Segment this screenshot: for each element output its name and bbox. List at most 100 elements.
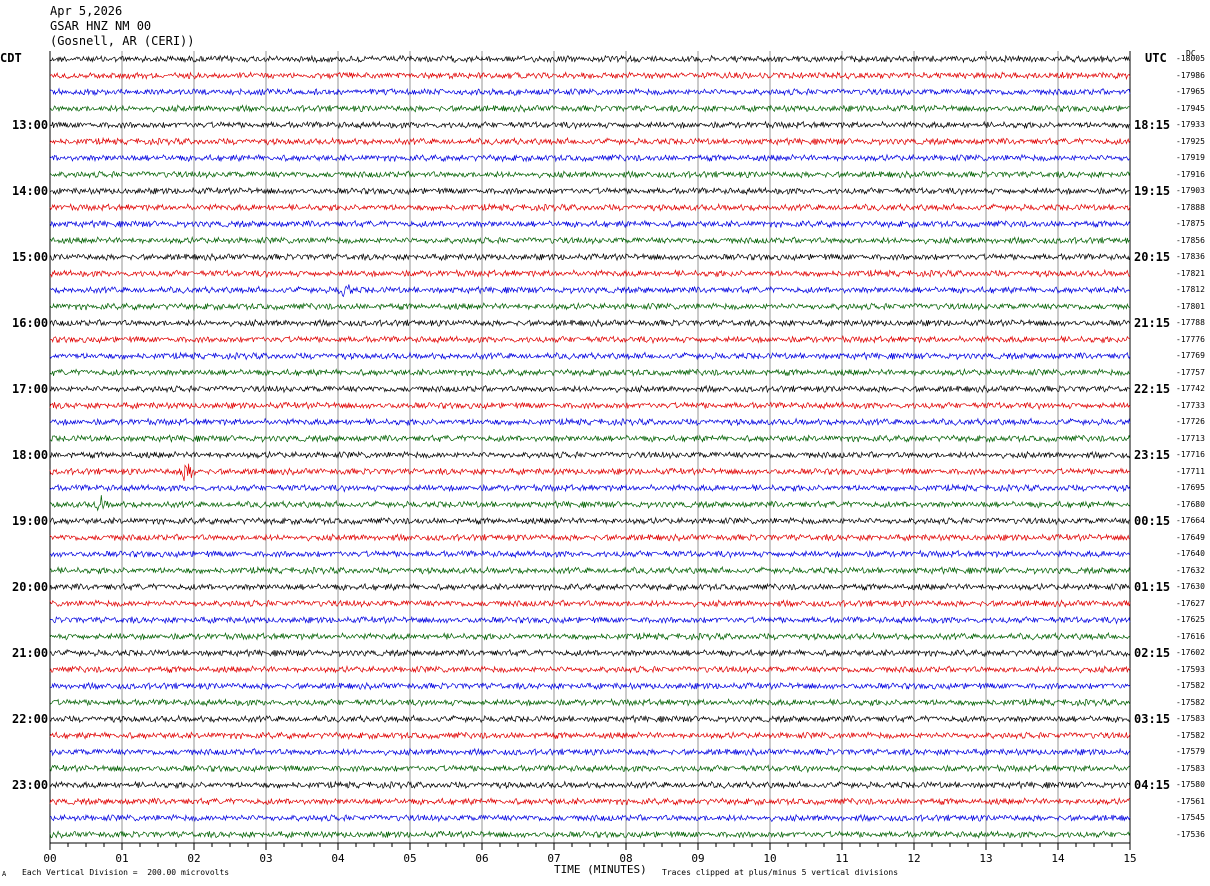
trace-row-10 — [49, 219, 1131, 229]
right-hour-label: 03:15 — [1134, 712, 1171, 726]
x-tick-label: 01 — [115, 852, 129, 865]
trace-row-32 — [49, 582, 1131, 592]
corner-mark: A — [2, 870, 7, 878]
dc-offset-label: -17812 — [1176, 285, 1205, 294]
x-tick-label: 03 — [259, 852, 273, 865]
time-axis — [49, 842, 1131, 850]
x-tick-label: 13 — [979, 852, 993, 865]
trace-row-37 — [49, 664, 1131, 674]
trace-row-35 — [49, 631, 1131, 641]
right-hour-label: 22:15 — [1134, 382, 1171, 396]
trace-row-0 — [49, 54, 1131, 64]
left-hour-label: 14:00 — [12, 184, 49, 198]
dc-offset-label: -17561 — [1176, 796, 1205, 806]
trace-row-5 — [49, 136, 1131, 146]
dc-offset-label: -17776 — [1176, 334, 1205, 344]
dc-offset-label: -18005 — [1176, 54, 1205, 63]
dc-offset-label: -17579 — [1176, 747, 1205, 756]
dc-offset-label: -17602 — [1176, 648, 1205, 657]
dc-offset-label: -17733 — [1176, 400, 1205, 410]
dc-offset-label: -17788 — [1176, 318, 1205, 327]
right-hour-label: 01:15 — [1134, 580, 1171, 594]
dc-offset-label: -17933 — [1176, 120, 1205, 129]
left-hour-label: 21:00 — [12, 646, 49, 660]
right-hour-label: 18:15 — [1134, 118, 1171, 132]
dc-offset-label: -17695 — [1176, 483, 1205, 492]
trace-row-29 — [49, 533, 1131, 542]
trace-row-20 — [49, 384, 1131, 394]
dc-offset-label: -17801 — [1176, 301, 1205, 311]
trace-row-33 — [49, 599, 1131, 608]
right-hour-label: 02:15 — [1134, 646, 1171, 660]
right-hour-label: 20:15 — [1134, 250, 1171, 264]
trace-row-34 — [49, 615, 1131, 625]
trace-row-16 — [49, 318, 1131, 328]
dc-offset-label: -17625 — [1176, 615, 1205, 624]
trace-row-13 — [49, 268, 1131, 279]
trace-row-23 — [49, 434, 1131, 444]
x-tick-label: 09 — [691, 852, 705, 865]
dc-offset-label: -17593 — [1176, 664, 1205, 674]
left-hour-label: 23:00 — [12, 778, 49, 792]
dc-offset-label: -17627 — [1176, 598, 1205, 608]
dc-offset-label: -17632 — [1176, 565, 1205, 575]
trace-row-41 — [49, 730, 1131, 741]
trace-row-30 — [49, 549, 1131, 559]
x-tick-label: 12 — [907, 852, 921, 865]
right-hour-label: 04:15 — [1134, 778, 1171, 792]
trace-row-4 — [49, 120, 1131, 130]
left-hour-label: 19:00 — [12, 514, 49, 528]
x-tick-label: 06 — [475, 852, 489, 865]
trace-row-47 — [49, 830, 1131, 839]
dc-offset-label: -17649 — [1176, 532, 1205, 542]
trace-row-17 — [49, 335, 1131, 345]
trace-row-46 — [49, 813, 1131, 823]
trace-row-27 — [49, 495, 1131, 512]
dc-offset-label: -17711 — [1176, 466, 1205, 476]
x-tick-label: 08 — [619, 852, 633, 865]
dc-offset-label: -17582 — [1176, 697, 1205, 707]
x-tick-label: 02 — [187, 852, 201, 865]
x-tick-label: 04 — [331, 852, 345, 865]
trace-row-26 — [49, 483, 1131, 493]
trace-row-36 — [49, 648, 1131, 658]
trace-row-22 — [49, 417, 1131, 427]
left-hour-label: 18:00 — [12, 448, 49, 462]
right-timezone-label: UTC — [1145, 51, 1167, 65]
dc-offset-label: -17875 — [1176, 219, 1205, 228]
seismic-traces — [49, 54, 1131, 839]
dc-offset-label: -17769 — [1176, 351, 1205, 360]
trace-row-6 — [49, 153, 1131, 163]
right-hour-label: 00:15 — [1134, 514, 1171, 528]
x-tick-label: 15 — [1123, 852, 1137, 865]
trace-row-43 — [49, 764, 1131, 774]
trace-row-40 — [49, 714, 1131, 724]
trace-row-39 — [49, 697, 1131, 708]
trace-row-14 — [49, 284, 1131, 298]
location-label: (Gosnell, AR (CERI)) — [50, 34, 195, 48]
x-tick-label: 05 — [403, 852, 417, 865]
trace-row-12 — [49, 252, 1131, 262]
trace-row-45 — [49, 796, 1131, 807]
dc-offset-label: -17583 — [1176, 714, 1205, 723]
trace-row-1 — [49, 71, 1131, 81]
dc-offset-label: -17640 — [1176, 549, 1205, 558]
dc-offset-label: -17916 — [1176, 169, 1205, 179]
dc-offset-label: -17925 — [1176, 136, 1205, 146]
trace-row-15 — [49, 301, 1131, 312]
trace-row-11 — [49, 235, 1131, 245]
dc-offset-label: -17716 — [1176, 450, 1205, 459]
trace-row-24 — [49, 450, 1131, 460]
trace-row-8 — [49, 186, 1130, 196]
x-tick-label: 11 — [835, 852, 849, 865]
left-timezone-label: CDT — [0, 51, 22, 65]
dc-offset-label: -17713 — [1176, 433, 1205, 443]
trace-row-19 — [49, 367, 1131, 378]
x-tick-label: 00 — [43, 852, 57, 865]
trace-row-44 — [49, 780, 1131, 790]
right-hour-label: 23:15 — [1134, 448, 1171, 462]
dc-offset-label: -17821 — [1176, 268, 1205, 278]
x-tick-label: 10 — [763, 852, 777, 865]
left-hour-label: 15:00 — [12, 250, 49, 264]
dc-offset-label: -17664 — [1176, 516, 1205, 525]
